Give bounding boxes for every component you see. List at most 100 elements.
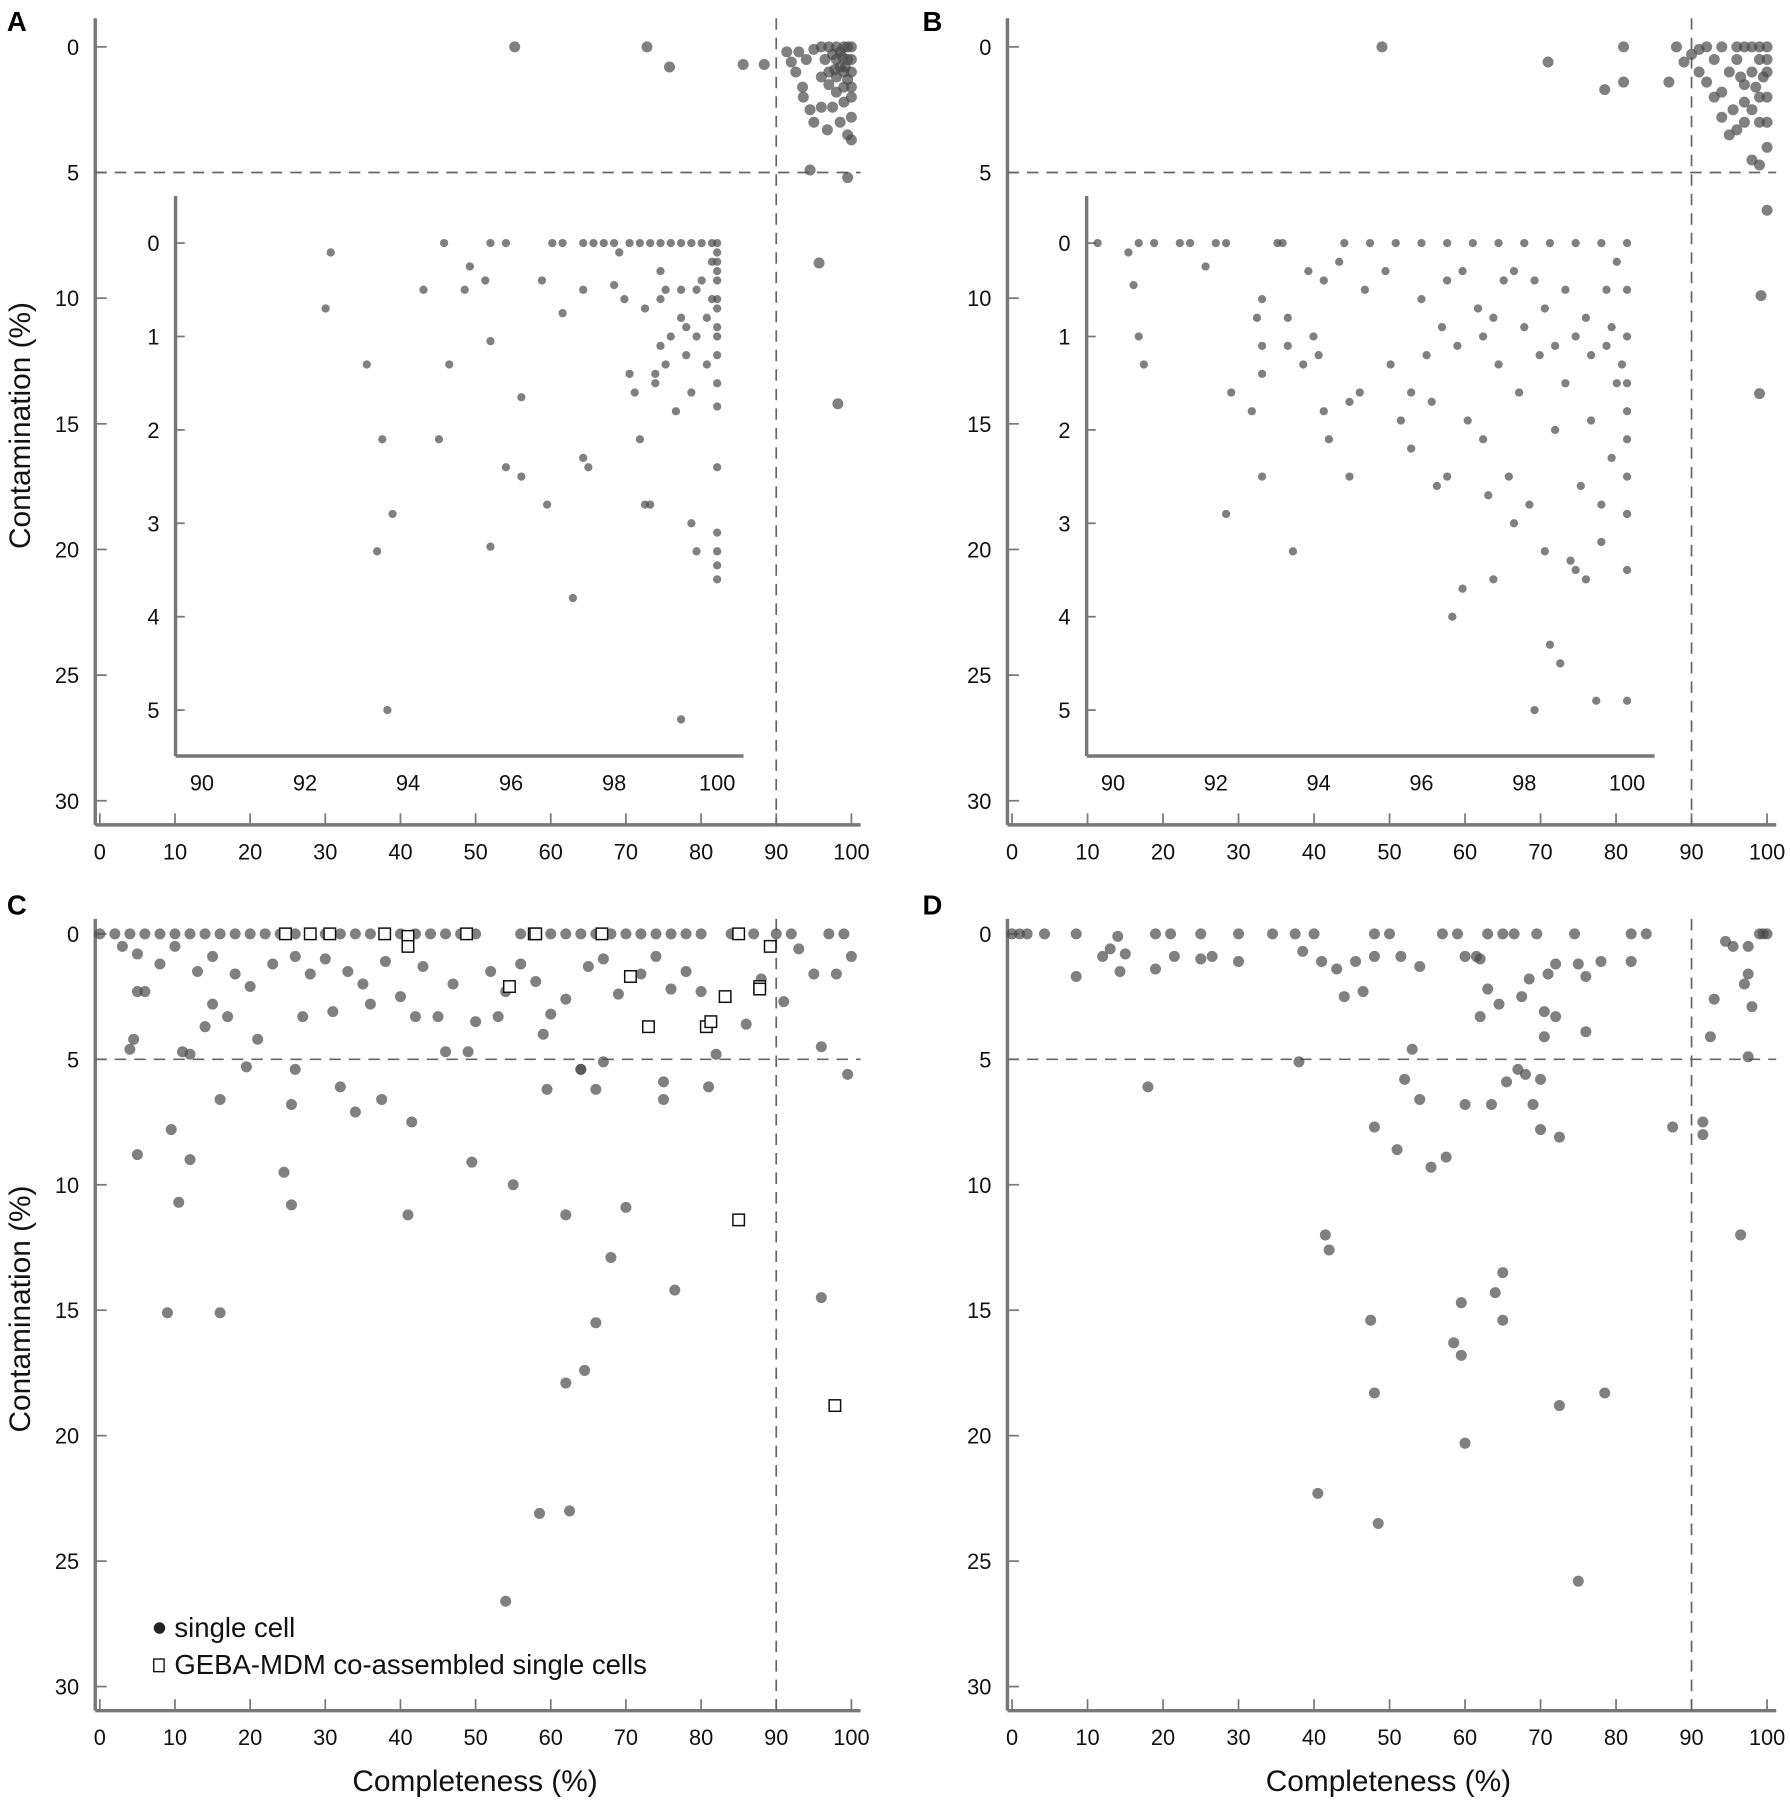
data-point bbox=[1149, 963, 1161, 975]
data-point bbox=[713, 379, 722, 388]
data-point bbox=[304, 968, 316, 980]
x-tick-label: 90 bbox=[1679, 1725, 1703, 1750]
data-point bbox=[680, 965, 692, 977]
data-point bbox=[184, 1048, 196, 1060]
data-point bbox=[1678, 56, 1690, 68]
data-point bbox=[1221, 509, 1231, 519]
y-axis-title-a: Contamination (%) bbox=[4, 302, 37, 549]
data-point bbox=[1499, 276, 1508, 285]
data-point bbox=[1571, 238, 1580, 248]
data-point bbox=[244, 928, 256, 940]
y-tick-label: 15 bbox=[55, 412, 79, 437]
inset-y-tick-label: 5 bbox=[147, 698, 159, 723]
data-point bbox=[666, 332, 675, 341]
data-point bbox=[713, 402, 722, 411]
data-point bbox=[161, 1307, 173, 1319]
data-point bbox=[1569, 928, 1581, 940]
data-point bbox=[1504, 472, 1513, 481]
data-point bbox=[1458, 266, 1467, 276]
data-point bbox=[1731, 124, 1743, 136]
data-point bbox=[1612, 379, 1621, 388]
y-tick-label: 10 bbox=[55, 286, 79, 311]
data-point bbox=[1693, 66, 1705, 78]
y-tick-label: 30 bbox=[55, 1675, 79, 1700]
data-point bbox=[543, 500, 552, 509]
data-point bbox=[1365, 1314, 1377, 1326]
data-point bbox=[1753, 91, 1766, 103]
data-point bbox=[1622, 696, 1632, 705]
data-point bbox=[625, 369, 634, 378]
data-point bbox=[676, 715, 686, 724]
data-point bbox=[1597, 537, 1606, 547]
data-point bbox=[545, 1008, 557, 1020]
data-point bbox=[1399, 1073, 1411, 1085]
data-point bbox=[1331, 963, 1343, 975]
y-tick-label: 5 bbox=[67, 1047, 79, 1072]
data-point bbox=[1283, 313, 1292, 322]
data-point bbox=[500, 1595, 512, 1607]
data-point bbox=[651, 369, 660, 378]
data-point bbox=[778, 996, 790, 1008]
data-point bbox=[244, 981, 256, 993]
y-tick-label: 5 bbox=[67, 161, 79, 186]
data-point bbox=[1038, 928, 1051, 940]
data-point bbox=[1738, 116, 1750, 128]
data-point bbox=[609, 280, 619, 290]
data-point bbox=[1482, 983, 1494, 995]
data-point-square bbox=[641, 1020, 655, 1034]
data-point bbox=[1474, 953, 1486, 965]
x-tick-label: 0 bbox=[94, 1725, 106, 1750]
data-point bbox=[1602, 285, 1611, 294]
x-tick-label: 30 bbox=[313, 839, 337, 864]
data-point bbox=[1448, 612, 1457, 621]
data-point bbox=[409, 1011, 421, 1023]
y-tick-label: 5 bbox=[979, 161, 991, 186]
data-point bbox=[661, 360, 670, 369]
data-point bbox=[1297, 945, 1309, 957]
data-point bbox=[1761, 116, 1773, 128]
data-point bbox=[815, 1292, 827, 1304]
data-point bbox=[1735, 71, 1747, 83]
data-point bbox=[832, 398, 844, 410]
data-point bbox=[154, 928, 166, 940]
data-point bbox=[1750, 81, 1762, 93]
data-point bbox=[702, 360, 711, 369]
data-point bbox=[568, 593, 578, 603]
data-point bbox=[1561, 285, 1570, 294]
data-point bbox=[1414, 1093, 1426, 1105]
x-tick-label: 80 bbox=[689, 839, 713, 864]
data-point bbox=[447, 978, 459, 990]
data-point-square bbox=[278, 927, 292, 941]
data-point bbox=[1283, 341, 1292, 350]
data-point bbox=[1535, 1073, 1547, 1085]
data-point bbox=[1206, 950, 1218, 962]
data-point bbox=[1340, 238, 1349, 248]
data-point bbox=[1530, 276, 1539, 285]
data-point bbox=[1757, 71, 1769, 83]
y-tick-label: 0 bbox=[979, 922, 991, 947]
data-point bbox=[1746, 104, 1758, 116]
data-point bbox=[1602, 341, 1611, 350]
data-point bbox=[815, 41, 827, 53]
data-point bbox=[1697, 1116, 1709, 1128]
inset-x-tick-label: 94 bbox=[396, 770, 420, 795]
data-point bbox=[1531, 928, 1543, 940]
data-point bbox=[1425, 1161, 1437, 1173]
inset-y-tick-label: 4 bbox=[1058, 605, 1070, 630]
inset-y-tick-label: 5 bbox=[1058, 698, 1070, 723]
data-point bbox=[1553, 1131, 1565, 1143]
data-point bbox=[349, 1106, 361, 1118]
data-point bbox=[1309, 332, 1318, 341]
data-point bbox=[214, 1307, 226, 1319]
data-point bbox=[165, 1124, 177, 1136]
data-point bbox=[1324, 435, 1334, 444]
data-point bbox=[584, 463, 593, 472]
data-point bbox=[169, 940, 181, 952]
data-point bbox=[657, 1093, 670, 1105]
data-point bbox=[465, 262, 474, 271]
data-point bbox=[1338, 991, 1350, 1003]
inset-x-tick-label: 92 bbox=[293, 770, 317, 795]
data-point bbox=[1468, 238, 1477, 248]
data-point bbox=[507, 1179, 519, 1191]
